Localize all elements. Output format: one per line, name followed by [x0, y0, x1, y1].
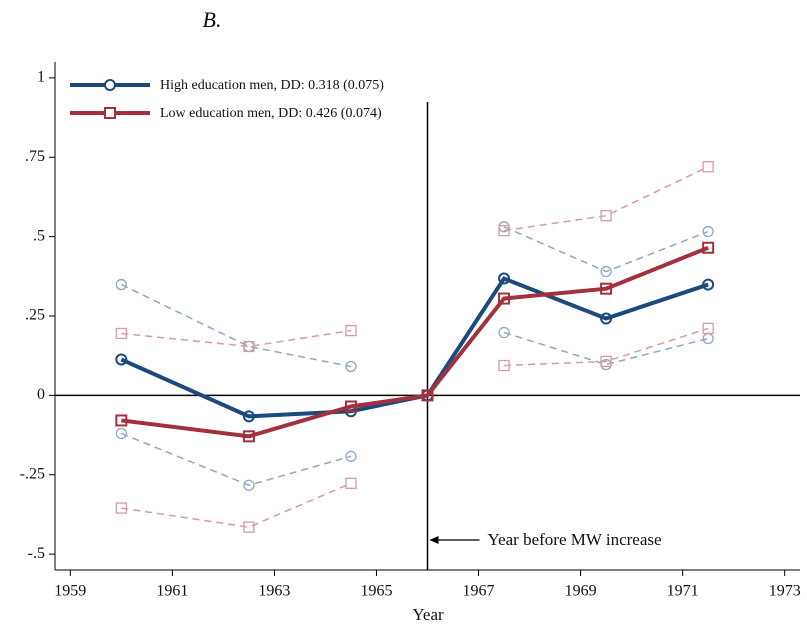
marker: [242, 410, 255, 423]
marker: [600, 312, 613, 325]
x-tick-label: 1963: [258, 583, 290, 600]
marker: [345, 324, 357, 337]
marker: [600, 210, 612, 222]
marker: [498, 224, 510, 237]
legend-label: High education men, DD: 0.318 (0.075): [160, 78, 384, 93]
marker: [345, 477, 357, 489]
marker: [702, 225, 714, 238]
ci-line: [121, 331, 709, 487]
marker: [498, 359, 510, 372]
legend-marker: [104, 79, 116, 91]
marker: [600, 355, 612, 368]
marker: [702, 161, 714, 173]
ci-line: [121, 226, 709, 368]
ci-line: [121, 166, 709, 348]
marker: [243, 521, 255, 533]
y-tick-label: .75: [25, 148, 45, 165]
marker: [115, 502, 127, 514]
legend-label: Low education men, DD: 0.426 (0.074): [160, 106, 382, 121]
marker: [243, 479, 255, 491]
series-line: [121, 245, 709, 439]
marker: [498, 272, 511, 285]
y-tick-label: -.25: [20, 465, 45, 482]
x-tick-label: 1973: [769, 583, 801, 600]
marker: [498, 326, 510, 339]
marker: [702, 278, 715, 291]
chart-title: B.: [203, 7, 222, 32]
y-tick-label: -.5: [28, 545, 45, 562]
x-tick-label: 1961: [156, 583, 188, 600]
marker: [344, 400, 357, 413]
x-tick-label: 1967: [463, 583, 495, 600]
marker: [115, 278, 127, 291]
x-tick-label: 1969: [565, 583, 597, 600]
marker: [498, 292, 511, 305]
marker: [243, 340, 255, 353]
y-tick-label: .5: [33, 227, 45, 244]
annotation-arrowhead: [429, 536, 439, 544]
x-tick-label: 1971: [667, 583, 699, 600]
marker: [115, 414, 128, 427]
y-tick-label: 1: [37, 69, 45, 86]
marker: [702, 241, 715, 254]
marker: [115, 327, 127, 340]
y-tick-label: .25: [25, 307, 45, 324]
y-tick-label: 0: [37, 386, 45, 403]
x-axis-label: Year: [412, 605, 444, 624]
ci-line: [121, 327, 709, 528]
marker: [421, 389, 434, 402]
annotation: Year before MW increase: [488, 530, 662, 549]
marker: [345, 360, 357, 373]
marker: [600, 265, 612, 278]
marker: [115, 427, 127, 440]
x-tick-label: 1959: [54, 583, 86, 600]
marker: [702, 322, 714, 335]
marker: [702, 332, 714, 345]
x-tick-label: 1965: [360, 583, 392, 600]
marker: [115, 353, 128, 366]
marker: [242, 430, 255, 443]
marker: [345, 450, 357, 462]
legend-marker: [104, 107, 116, 119]
marker: [600, 282, 613, 295]
